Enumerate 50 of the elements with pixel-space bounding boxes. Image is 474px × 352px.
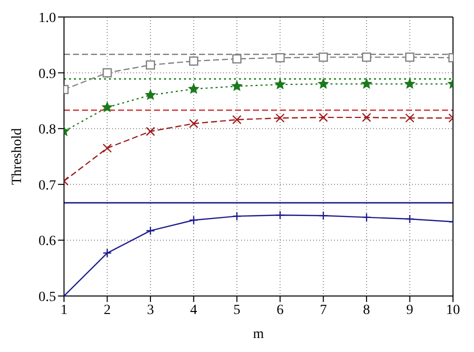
point [232, 115, 242, 124]
point [145, 90, 156, 100]
point [405, 52, 414, 62]
x-axis-title: m [253, 327, 264, 342]
x-tick-label: 2 [104, 302, 111, 318]
point [146, 226, 156, 236]
point [102, 248, 112, 258]
point [404, 78, 415, 88]
point [274, 79, 286, 89]
x-tick-label: 10 [446, 302, 460, 318]
point [318, 52, 328, 62]
x-tick-label: 4 [190, 302, 198, 318]
point [318, 112, 328, 122]
y-tick-label: 0.7 [38, 178, 56, 194]
point [362, 52, 372, 62]
point [276, 113, 285, 123]
point [405, 113, 414, 123]
y-tick-label: 0.5 [38, 290, 56, 305]
point [232, 54, 242, 64]
point [362, 112, 372, 122]
point [102, 102, 112, 112]
point [361, 78, 372, 88]
y-tick-label: 0.9 [38, 66, 56, 82]
point [189, 56, 198, 66]
x-tick-label: 9 [406, 302, 414, 318]
y-axis-title: Threshold [10, 128, 25, 185]
x-tick-label: 3 [146, 302, 154, 318]
y-tick-label: 1.0 [38, 10, 56, 26]
x-tick-label: 6 [276, 302, 284, 318]
point [189, 118, 198, 128]
point [189, 216, 198, 225]
point [232, 80, 242, 91]
point [232, 212, 242, 221]
x-tick-label: 1 [60, 302, 68, 318]
point [102, 68, 112, 78]
point [405, 214, 414, 224]
point [362, 212, 372, 222]
point [146, 126, 156, 136]
y-tick-label: 0.8 [38, 122, 56, 138]
x-tick-label: 8 [363, 302, 370, 318]
x-tick-label: 7 [320, 302, 327, 318]
point [146, 60, 156, 70]
point [318, 211, 328, 220]
point [318, 78, 328, 88]
point [276, 53, 285, 62]
point [276, 210, 285, 220]
x-tick-label: 5 [233, 302, 240, 318]
point [102, 144, 112, 153]
point [188, 84, 199, 94]
y-tick-label: 0.6 [38, 234, 56, 250]
